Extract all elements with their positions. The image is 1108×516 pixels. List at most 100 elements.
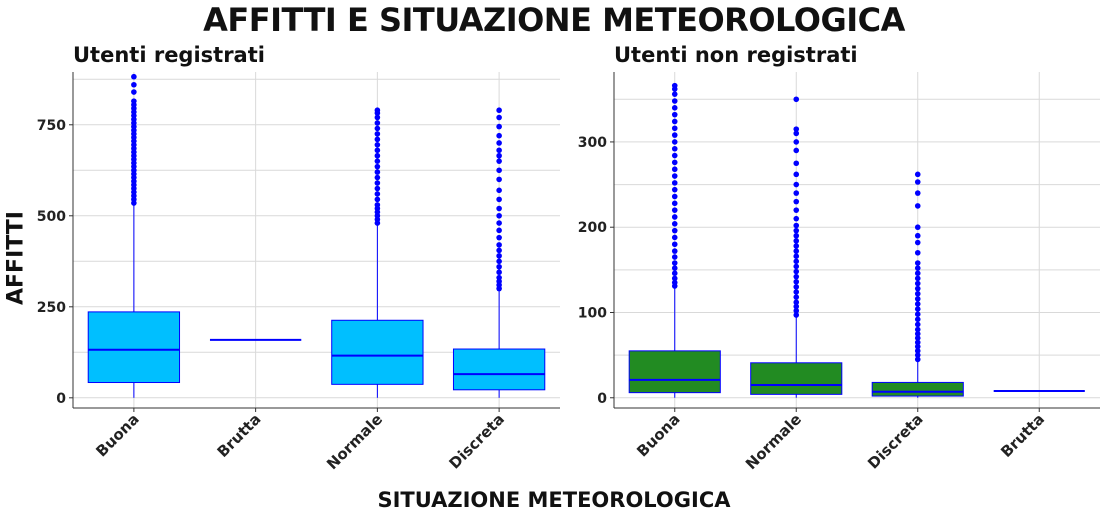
outlier-point xyxy=(914,331,921,337)
outlier-point xyxy=(496,147,502,154)
box-discreta xyxy=(452,107,546,398)
outlier-point xyxy=(671,260,678,266)
chart-title: AFFITTI E SITUAZIONE METEOROLOGICA xyxy=(203,1,905,39)
outlier-point xyxy=(793,147,800,154)
outlier-point xyxy=(793,263,800,270)
outlier-point xyxy=(793,273,800,280)
box-buona xyxy=(87,73,181,398)
outlier-point xyxy=(793,96,800,103)
box-rect xyxy=(452,348,546,391)
outlier-point xyxy=(374,191,381,197)
outlier-point xyxy=(914,339,921,346)
outlier-point xyxy=(671,186,678,193)
outlier-point xyxy=(374,142,381,148)
outlier-point xyxy=(374,147,381,154)
outlier-point xyxy=(793,160,800,167)
outlier-point xyxy=(793,258,800,265)
outlier-point xyxy=(793,312,800,318)
outlier-point xyxy=(671,91,678,97)
outlier-point xyxy=(496,212,502,219)
outlier-point xyxy=(671,270,678,277)
outlier-point xyxy=(793,130,800,137)
outlier-point xyxy=(374,196,381,203)
outlier-point xyxy=(671,132,678,138)
outlier-point xyxy=(914,335,921,341)
panel-registered: Utenti registrati 0 250 500 750 Buona Brutta No… xyxy=(37,43,560,473)
outlier-point xyxy=(496,234,502,241)
box-rect xyxy=(871,381,964,397)
outlier-point xyxy=(496,258,502,265)
outlier-point xyxy=(671,82,678,89)
outlier-point xyxy=(671,220,678,227)
outlier-point xyxy=(793,268,800,275)
outlier-point xyxy=(793,215,800,222)
outlier-point xyxy=(914,343,921,350)
outlier-point xyxy=(671,275,678,282)
outlier-point xyxy=(374,169,381,175)
outlier-point xyxy=(496,263,502,270)
outlier-point xyxy=(374,152,381,159)
outlier-point xyxy=(496,242,502,248)
outlier-point xyxy=(793,190,800,196)
outlier-point xyxy=(793,232,800,239)
box-discreta xyxy=(871,171,964,398)
outlier-point xyxy=(671,98,678,104)
outlier-point xyxy=(914,301,921,307)
outlier-point xyxy=(496,123,502,130)
outlier-point xyxy=(914,306,921,312)
outlier-point xyxy=(496,187,502,194)
outlier-point xyxy=(914,179,921,185)
outlier-point xyxy=(496,114,502,121)
box-normale xyxy=(331,107,424,398)
outlier-point xyxy=(793,253,800,260)
x-category-label: Brutta xyxy=(997,410,1048,461)
outlier-point xyxy=(914,239,921,246)
y-tick-label: 0 xyxy=(597,391,607,407)
box-rect xyxy=(628,350,721,394)
outlier-point xyxy=(374,136,381,143)
outlier-point xyxy=(671,254,678,260)
outlier-point xyxy=(914,352,921,358)
outlier-point xyxy=(793,289,800,295)
outlier-point xyxy=(914,316,921,323)
outlier-point xyxy=(496,253,502,259)
y-tick-label: 200 xyxy=(578,220,607,236)
outlier-point xyxy=(374,158,381,164)
outlier-point xyxy=(671,227,678,234)
outlier-point xyxy=(793,303,800,310)
outlier-point xyxy=(374,114,381,121)
outlier-point xyxy=(496,167,502,174)
outlier-point xyxy=(671,152,678,159)
box-rect xyxy=(87,311,181,384)
outlier-point xyxy=(496,152,502,159)
outlier-point xyxy=(671,139,678,145)
outlier-point xyxy=(374,125,381,132)
outlier-point xyxy=(496,140,502,146)
outlier-point xyxy=(671,166,678,173)
outlier-point xyxy=(793,227,800,234)
y-tick-label: 100 xyxy=(578,305,607,321)
y-tick-label: 300 xyxy=(578,135,607,151)
outlier-point xyxy=(374,163,381,170)
panel-title: Utenti registrati xyxy=(73,43,265,67)
outlier-point xyxy=(671,145,678,152)
outlier-point xyxy=(914,275,921,282)
outlier-point xyxy=(914,224,921,231)
box-rect xyxy=(750,362,843,395)
outlier-point xyxy=(671,241,678,248)
outlier-point xyxy=(374,107,381,114)
outlier-point xyxy=(671,105,678,111)
x-axis-label: SITUAZIONE METEOROLOGICA xyxy=(377,488,731,512)
outlier-point xyxy=(496,247,502,254)
outlier-point xyxy=(671,111,678,118)
x-category-label: Buona xyxy=(92,410,142,460)
outlier-point xyxy=(914,232,921,239)
panel-title: Utenti non registrati xyxy=(614,43,858,67)
outlier-point xyxy=(496,227,502,234)
outlier-point xyxy=(914,296,921,302)
box-rect xyxy=(331,319,424,385)
x-category-label: Brutta xyxy=(214,410,265,461)
x-category-label: Discreta xyxy=(864,410,926,472)
outlier-point xyxy=(496,274,502,281)
